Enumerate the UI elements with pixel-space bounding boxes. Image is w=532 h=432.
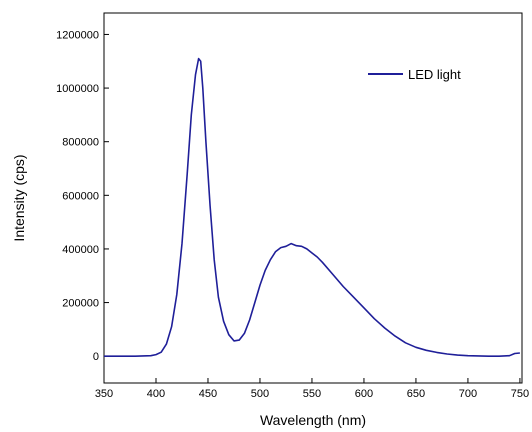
x-tick-label: 350 (95, 388, 113, 400)
x-tick-label: 650 (407, 388, 425, 400)
y-tick-label: 200000 (62, 298, 99, 310)
legend: LED light (368, 67, 461, 82)
series-line-led-light (104, 57, 520, 357)
y-tick-label: 1200000 (56, 29, 99, 41)
y-tick-label: 400000 (62, 244, 99, 256)
x-tick-label: 600 (355, 388, 373, 400)
y-tick-label: 1000000 (56, 83, 99, 95)
y-tick-label: 0 (93, 351, 99, 363)
y-axis-title: Intensity (cps) (11, 154, 27, 241)
x-axis-title: Wavelength (nm) (260, 412, 366, 428)
legend-label: LED light (408, 67, 461, 82)
y-axis-ticks: 0 200000 400000 600000 800000 1000000 1200000 (56, 29, 109, 363)
x-tick-label: 500 (251, 388, 269, 400)
x-tick-label: 750 (511, 388, 529, 400)
plot-frame (103, 12, 523, 384)
y-tick-label: 600000 (62, 190, 99, 202)
y-tick-label: 800000 (62, 137, 99, 149)
x-tick-label: 700 (459, 388, 477, 400)
x-tick-label: 550 (303, 388, 321, 400)
x-tick-label: 400 (147, 388, 165, 400)
x-axis-ticks: 350 400 450 500 550 600 650 700 750 (95, 378, 529, 400)
x-tick-label: 450 (199, 388, 217, 400)
